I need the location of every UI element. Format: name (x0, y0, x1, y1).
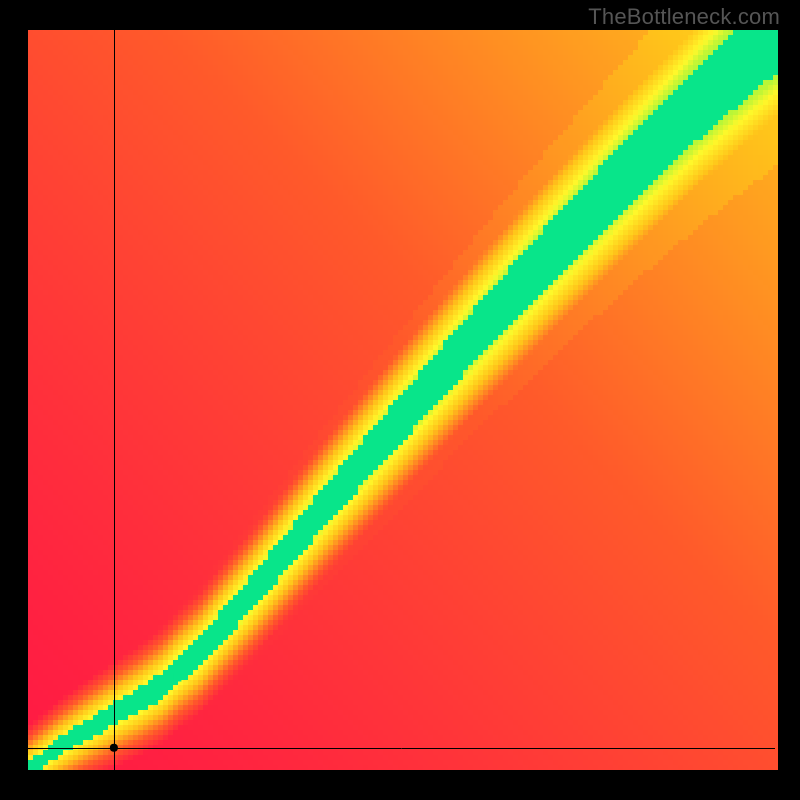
crosshair-overlay (0, 0, 800, 800)
watermark-text: TheBottleneck.com (588, 4, 780, 30)
chart-container: { "watermark": { "text": "TheBottleneck.… (0, 0, 800, 800)
